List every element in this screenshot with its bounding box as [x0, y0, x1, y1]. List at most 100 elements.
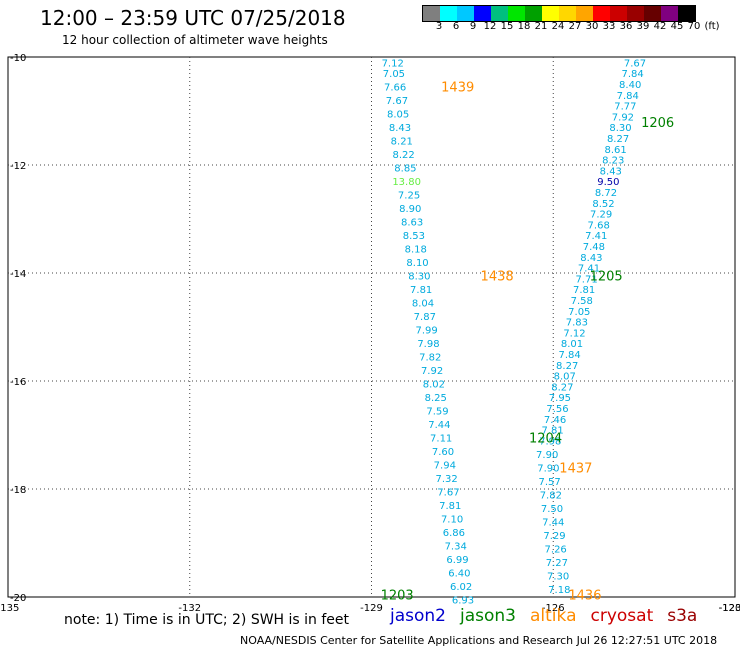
wave-height-point: 7.87: [414, 312, 436, 323]
y-tick-label: -16: [10, 377, 26, 388]
wave-height-point: 7.30: [547, 571, 569, 582]
wave-height-point: 7.05: [568, 307, 590, 318]
wave-height-point: 6.99: [446, 555, 468, 566]
wave-height-point: 7.77: [614, 102, 636, 113]
colorbar-label: 39: [636, 21, 650, 32]
wave-height-point: 8.25: [425, 393, 447, 404]
wave-height-point: 8.61: [605, 145, 627, 156]
colorbar: [422, 5, 696, 22]
wave-height-point: 6.86: [443, 528, 465, 539]
colorbar-swatch: [457, 6, 474, 21]
wave-height-point: 7.81: [410, 285, 432, 296]
wave-height-point: 8.01: [561, 339, 583, 350]
units-note: note: 1) Time is in UTC; 2) SWH is in fe…: [64, 612, 350, 628]
wave-height-point: 7.83: [566, 318, 588, 329]
wave-height-point: 7.58: [571, 296, 593, 307]
wave-height-point: 6.02: [450, 582, 472, 593]
wave-height-point: 7.81: [542, 426, 564, 437]
x-tick-label: -126: [542, 603, 565, 614]
footer-credit: NOAA/NESDIS Center for Satellite Applica…: [240, 634, 718, 647]
wave-height-point: 8.27: [607, 134, 629, 145]
colorbar-swatch: [576, 6, 593, 21]
wave-height-point: 7.67: [437, 488, 459, 499]
page-subtitle: 12 hour collection of altimeter wave hei…: [62, 33, 328, 47]
wave-height-point: 7.59: [426, 407, 448, 418]
colorbar-swatch: [423, 6, 440, 21]
wave-height-point: 7.84: [558, 350, 580, 361]
pass-number-label: 1203: [381, 588, 414, 603]
pass-number-label: 1204: [529, 432, 562, 447]
wave-height-point: 7.41: [578, 264, 600, 275]
wave-height-point: 7.67: [386, 96, 408, 107]
satellite-s3a: s3a: [667, 606, 698, 626]
colorbar-swatch: [474, 6, 491, 21]
wave-height-point: 7.05: [383, 69, 405, 80]
x-tick-label: -129: [360, 603, 383, 614]
wave-height-point: 7.12: [563, 328, 585, 339]
wave-height-point: 8.18: [405, 245, 427, 256]
wave-height-point: 7.27: [546, 558, 568, 569]
wave-height-point: 8.52: [592, 199, 614, 210]
wave-height-point: 8.04: [412, 299, 434, 310]
wave-height-point: 8.02: [423, 380, 445, 391]
colorbar-label: 3: [435, 21, 443, 32]
wave-height-point: 7.44: [542, 517, 564, 528]
wave-height-point: 7.82: [419, 353, 441, 364]
colorbar-label: 6: [452, 21, 460, 32]
y-tick-label: -12: [10, 161, 26, 172]
colorbar-swatch: [542, 6, 559, 21]
colorbar-label: 12: [483, 21, 497, 32]
wave-height-point: 7.99: [415, 326, 437, 337]
wave-height-point: 6.93: [452, 596, 474, 607]
wave-height-point: 7.57: [538, 477, 560, 488]
wave-height-point: 7.56: [546, 404, 568, 415]
wave-height-point: 7.10: [441, 515, 463, 526]
y-tick-label: -18: [10, 485, 26, 496]
wave-height-point: 7.34: [445, 542, 467, 553]
wave-height-point: 7.66: [384, 83, 406, 94]
x-tick-label: -120: [719, 603, 740, 614]
wave-height-point: 7.29: [590, 210, 612, 221]
pass-number-label: 1205: [590, 270, 623, 285]
satellite-jason3: jason3: [460, 606, 516, 626]
colorbar-swatch: [491, 6, 508, 21]
colorbar-label: 30: [585, 21, 599, 32]
wave-height-point: 7.81: [439, 501, 461, 512]
pass-number-label: 1436: [568, 588, 601, 603]
wave-height-point: 7.18: [548, 585, 570, 596]
colorbar-swatch: [678, 6, 695, 21]
wave-height-point: 7.12: [382, 58, 404, 69]
wave-height-point: 7.32: [435, 474, 457, 485]
pass-number-label: 1206: [641, 116, 674, 131]
wave-height-point: 7.41: [585, 231, 607, 242]
wave-height-point: 8.63: [401, 218, 423, 229]
wave-height-point: 7.94: [434, 461, 456, 472]
wave-height-point: 8.07: [554, 372, 576, 383]
colorbar-label: 27: [568, 21, 582, 32]
wave-height-point: 7.44: [428, 420, 450, 431]
wave-height-point: 7.68: [588, 220, 610, 231]
wave-height-point: 7.11: [430, 434, 452, 445]
satellite-altika: altika: [530, 606, 577, 626]
colorbar-label: 18: [517, 21, 531, 32]
wave-height-point: 7.92: [421, 366, 443, 377]
wave-height-point: 8.27: [551, 382, 573, 393]
wave-height-point: 7.92: [612, 112, 634, 123]
wave-height-point: 8.43: [600, 166, 622, 177]
wave-height-point: 7.71: [575, 274, 597, 285]
colorbar-label: 24: [551, 21, 565, 32]
wave-height-point: 7.98: [539, 436, 561, 447]
wave-height-point: 8.05: [387, 110, 409, 121]
wave-height-point: 8.85: [394, 164, 416, 175]
colorbar-swatch: [508, 6, 525, 21]
wave-height-point: 8.27: [556, 361, 578, 372]
x-tick-label: -123: [719, 603, 740, 614]
wave-height-point: 8.30: [609, 123, 631, 134]
wave-height-point: 7.67: [624, 58, 646, 69]
wave-height-point: 7.46: [544, 415, 566, 426]
colorbar-swatch: [559, 6, 576, 21]
wave-height-point: 9.50: [597, 177, 619, 188]
y-tick-label: -20: [10, 593, 26, 604]
colorbar-label: 45: [670, 21, 684, 32]
